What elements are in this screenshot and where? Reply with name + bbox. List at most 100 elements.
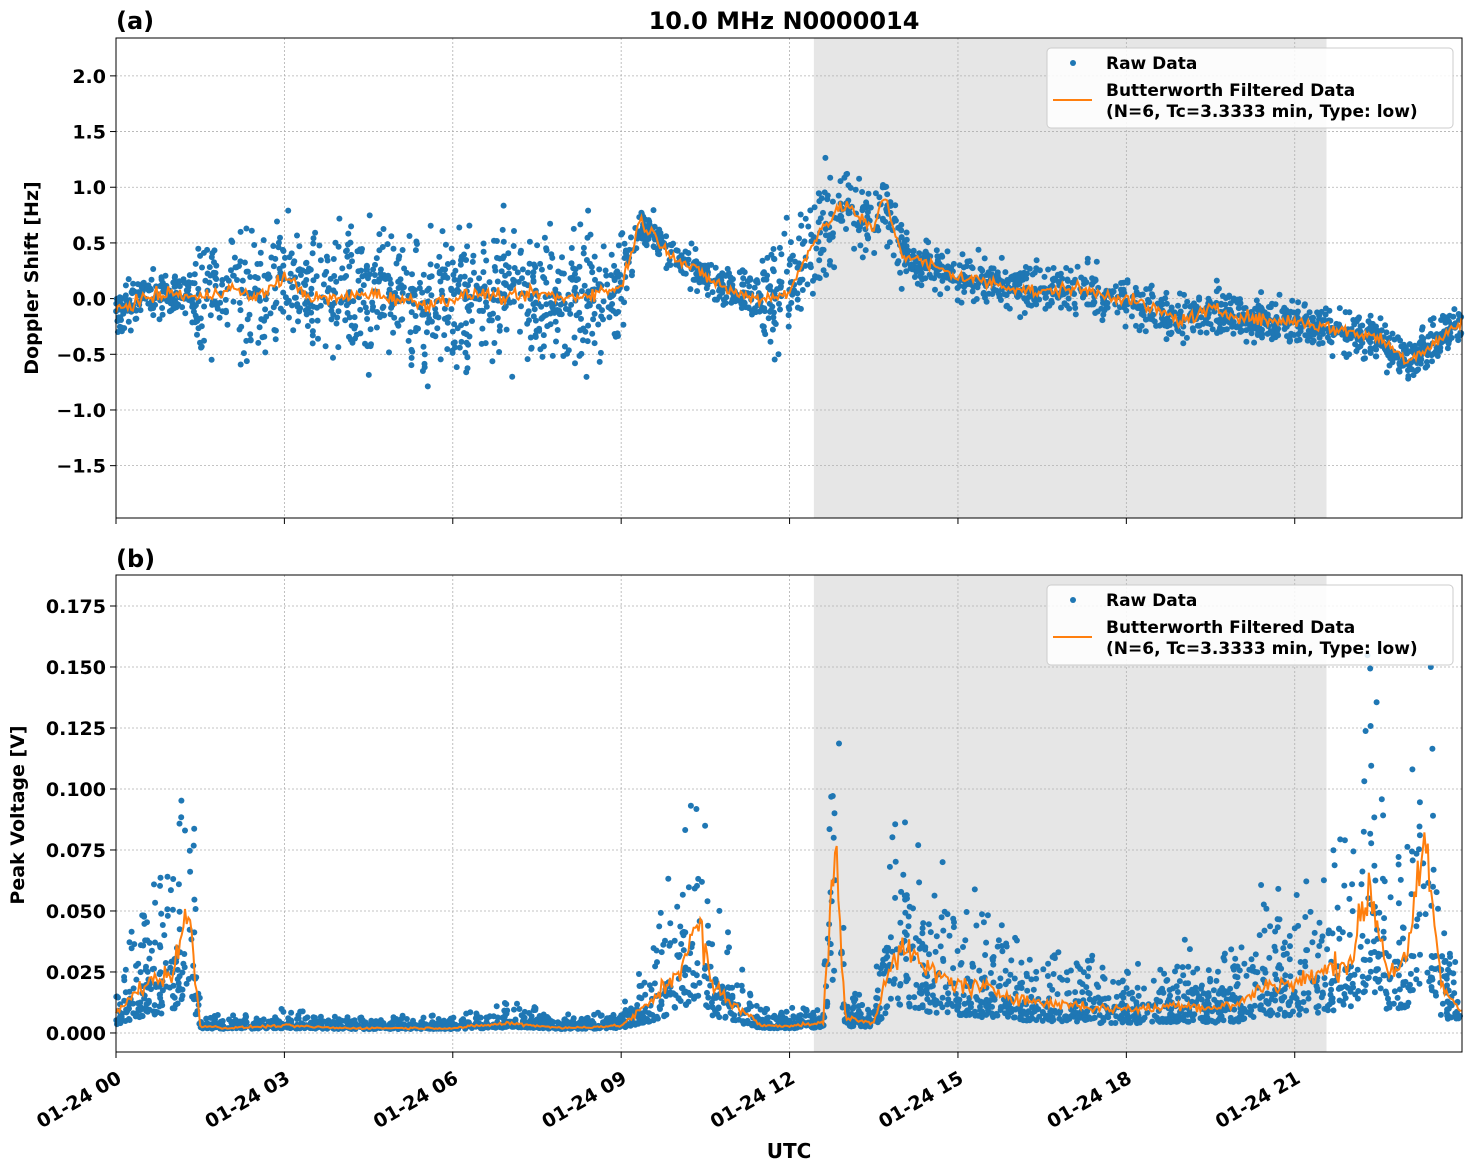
raw-data-point: [781, 231, 787, 237]
y-axis-label-b: Peak Voltage [V]: [7, 725, 29, 904]
raw-data-point: [1085, 256, 1091, 262]
raw-data-point: [1267, 923, 1273, 929]
raw-data-point: [1123, 324, 1129, 330]
raw-data-point: [1323, 305, 1329, 311]
raw-data-point: [597, 359, 603, 365]
raw-data-point: [730, 297, 736, 303]
raw-data-point: [248, 337, 254, 343]
raw-data-point: [1175, 989, 1181, 995]
raw-data-point: [1253, 951, 1259, 957]
raw-data-point: [413, 247, 419, 253]
raw-data-point: [1374, 699, 1380, 705]
raw-data-point: [651, 207, 657, 213]
raw-data-point: [394, 261, 400, 267]
raw-data-point: [357, 330, 363, 336]
raw-data-point: [1287, 956, 1293, 962]
raw-data-point: [1358, 944, 1364, 950]
raw-data-point: [1411, 372, 1417, 378]
raw-data-point: [1129, 313, 1135, 319]
raw-data-point: [656, 251, 662, 257]
raw-data-point: [277, 235, 283, 241]
raw-data-point: [237, 258, 243, 264]
raw-data-point: [1384, 370, 1390, 376]
raw-data-point: [342, 317, 348, 323]
raw-data-point: [574, 312, 580, 318]
raw-data-point: [1458, 332, 1464, 338]
raw-data-point: [932, 287, 938, 293]
raw-data-point: [1102, 976, 1108, 982]
raw-data-point: [471, 270, 477, 276]
raw-data-point: [1031, 987, 1037, 993]
raw-data-point: [880, 182, 886, 188]
raw-data-point: [934, 1010, 940, 1016]
raw-data-point: [121, 325, 127, 331]
raw-data-point: [860, 254, 866, 260]
raw-data-point: [322, 272, 328, 278]
raw-data-point: [891, 252, 897, 258]
raw-data-point: [884, 244, 890, 250]
raw-data-point: [413, 325, 419, 331]
raw-data-point: [770, 314, 776, 320]
raw-data-point: [324, 254, 330, 260]
raw-data-point: [215, 1012, 221, 1018]
raw-data-point: [1272, 972, 1278, 978]
raw-data-point: [425, 383, 431, 389]
raw-data-point: [1444, 976, 1450, 982]
raw-data-point: [899, 286, 905, 292]
raw-data-point: [922, 275, 928, 281]
raw-data-point: [1033, 976, 1039, 982]
raw-data-point: [459, 339, 465, 345]
raw-data-point: [1183, 980, 1189, 986]
raw-data-point: [710, 289, 716, 295]
raw-data-point: [652, 963, 658, 969]
raw-data-point: [873, 190, 879, 196]
raw-data-point: [117, 294, 123, 300]
raw-data-point: [1089, 275, 1095, 281]
raw-data-point: [238, 362, 244, 368]
raw-data-point: [609, 252, 615, 258]
raw-data-point: [740, 988, 746, 994]
raw-data-point: [1396, 940, 1402, 946]
raw-data-point: [531, 269, 537, 275]
raw-data-point: [567, 311, 573, 317]
raw-data-point: [1367, 666, 1373, 672]
raw-data-point: [1360, 974, 1366, 980]
raw-data-point: [1215, 969, 1221, 975]
raw-data-point: [358, 268, 364, 274]
raw-data-point: [1397, 986, 1403, 992]
raw-data-point: [1211, 997, 1217, 1003]
raw-data-point: [771, 246, 777, 252]
raw-data-point: [377, 314, 383, 320]
raw-data-point: [395, 323, 401, 329]
panel-label-a: (a): [116, 7, 154, 35]
raw-data-point: [189, 304, 195, 310]
raw-data-point: [944, 285, 950, 291]
raw-data-point: [587, 302, 593, 308]
raw-data-point: [658, 230, 664, 236]
raw-data-point: [406, 338, 412, 344]
raw-data-point: [1367, 831, 1373, 837]
raw-data-point: [907, 904, 913, 910]
raw-data-point: [1139, 323, 1145, 329]
raw-data-point: [577, 221, 583, 227]
raw-data-point: [753, 278, 759, 284]
raw-data-point: [989, 956, 995, 962]
raw-data-point: [1272, 929, 1278, 935]
raw-data-point: [919, 270, 925, 276]
raw-data-point: [1398, 343, 1404, 349]
raw-data-point: [677, 952, 683, 958]
raw-data-point: [945, 1009, 951, 1015]
raw-data-point: [410, 1018, 416, 1024]
raw-data-point: [333, 279, 339, 285]
raw-data-point: [531, 262, 537, 268]
legend-raw-label: Raw Data: [1106, 54, 1197, 74]
raw-data-point: [667, 242, 673, 248]
raw-data-point: [261, 237, 267, 243]
raw-data-point: [1181, 292, 1187, 298]
raw-data-point: [1302, 963, 1308, 969]
raw-data-point: [516, 1006, 522, 1012]
raw-data-point: [587, 261, 593, 267]
raw-data-point: [898, 981, 904, 987]
raw-data-point: [1368, 723, 1374, 729]
